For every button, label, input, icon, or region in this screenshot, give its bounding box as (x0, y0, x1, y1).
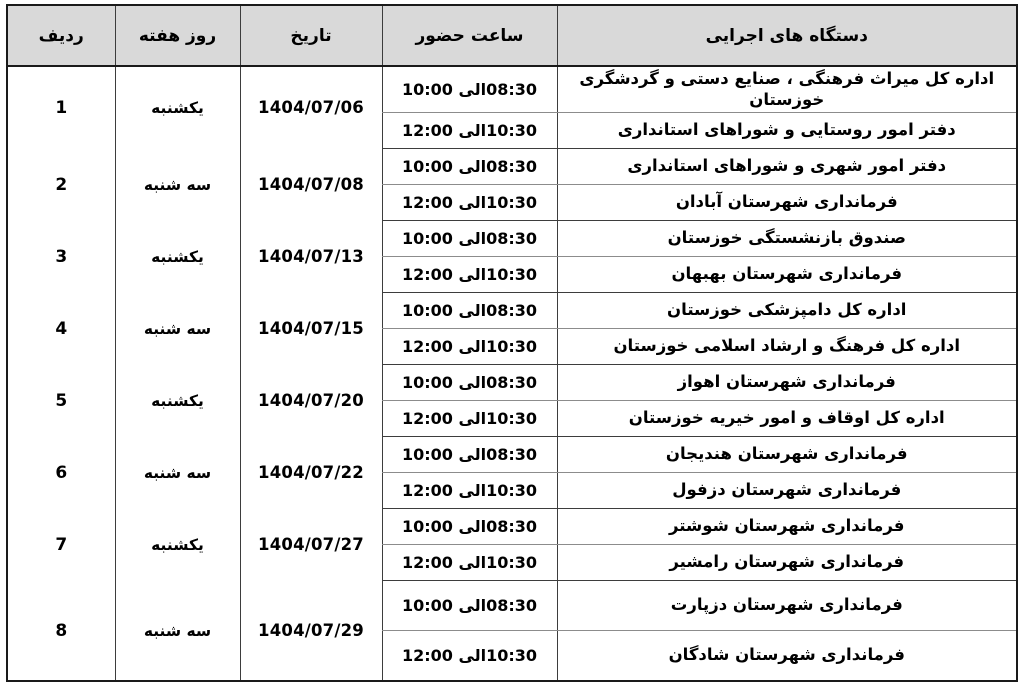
cell-weekday: سه شنبه (114, 148, 241, 221)
column-header-weekday: روز هفته (114, 4, 241, 67)
table-row: فرمانداری شهرستان دزپارت 08:30الی 10:00 14… (6, 580, 1018, 682)
cell-weekday: یکشنبه (114, 508, 241, 581)
cell-organization: دفتر امور شهری و شوراهای استانداری (556, 148, 1018, 186)
cell-time: 08:30الی 10:00 (381, 292, 558, 330)
cell-date: 1404/07/22 (239, 436, 383, 509)
cell-organization: اداره کل دامپزشکی خوزستان (556, 292, 1018, 330)
cell-organization: فرمانداری شهرستان هندیجان (556, 436, 1018, 474)
cell-organization: دفتر امور روستایی و شوراهای استانداری (556, 112, 1018, 150)
cell-organization: فرمانداری شهرستان بهبهان (556, 256, 1018, 294)
table-row: دفتر امور شهری و شوراهای استانداری 08:30ا… (6, 148, 1018, 221)
cell-weekday: سه شنبه (114, 580, 241, 682)
cell-time: 10:30الی 12:00 (381, 256, 558, 294)
cell-organization: اداره کل اوقاف و امور خیریه خوزستان (556, 400, 1018, 438)
table-row: فرمانداری شهرستان آبادان 10:30الی 12:00 (7, 184, 1018, 222)
table-row: فرمانداری شهرستان شوشتر 08:30الی 10:00 140… (6, 508, 1018, 581)
cell-row-number: 2 (6, 148, 116, 221)
table-row: اداره کل اوقاف و امور خیریه خوزستان 10:30… (7, 400, 1018, 438)
cell-organization: فرمانداری شهرستان دزپارت (556, 580, 1018, 632)
cell-weekday: سه شنبه (114, 436, 241, 509)
table-header: دستگاه های اجرایی ساعت حضور تاریخ روز هف… (6, 4, 1018, 67)
table-row: فرمانداری شهرستان رامشیر 10:30الی 12:00 (7, 544, 1018, 582)
cell-organization: فرمانداری شهرستان آبادان (556, 184, 1018, 222)
cell-row-number: 3 (6, 220, 116, 293)
table-row: اداره کل میراث فرهنگی ، صنایع دستی و گرد… (6, 66, 1018, 149)
cell-row-number: 4 (6, 292, 116, 365)
cell-row-number: 8 (6, 580, 116, 682)
cell-time: 08:30الی 10:00 (381, 66, 558, 114)
cell-time: 10:30الی 12:00 (381, 328, 558, 366)
table-body: اداره کل میراث فرهنگی ، صنایع دستی و گرد… (6, 66, 1018, 682)
cell-date: 1404/07/27 (239, 508, 383, 581)
cell-weekday: یکشنبه (114, 364, 241, 437)
table-row: اداره کل فرهنگ و ارشاد اسلامی خوزستان 10:… (7, 328, 1018, 366)
cell-time: 10:30الی 12:00 (381, 112, 558, 150)
table-row: فرمانداری شهرستان هندیجان 08:30الی 10:00 1… (6, 436, 1018, 509)
cell-time: 10:30الی 12:00 (381, 400, 558, 438)
cell-time: 08:30الی 10:00 (381, 580, 558, 632)
cell-date: 1404/07/29 (239, 580, 383, 682)
cell-row-number: 1 (6, 66, 116, 149)
column-header-organization: دستگاه های اجرایی (556, 4, 1018, 67)
cell-date: 1404/07/15 (239, 292, 383, 365)
cell-time: 08:30الی 10:00 (381, 364, 558, 402)
cell-organization: فرمانداری شهرستان دزفول (556, 472, 1018, 510)
table-row: فرمانداری شهرستان بهبهان 10:30الی 12:00 (7, 256, 1018, 294)
cell-organization: فرمانداری شهرستان رامشیر (556, 544, 1018, 582)
table-row: دفتر امور روستایی و شوراهای استانداری 10:… (7, 112, 1018, 150)
cell-organization: فرمانداری شهرستان اهواز (556, 364, 1018, 402)
cell-time: 10:30الی 12:00 (381, 630, 558, 682)
cell-row-number: 5 (6, 364, 116, 437)
cell-time: 08:30الی 10:00 (381, 508, 558, 546)
cell-time: 08:30الی 10:00 (381, 436, 558, 474)
table-row: اداره کل دامپزشکی خوزستان 08:30الی 10:00 1… (6, 292, 1018, 365)
column-header-time: ساعت حضور (381, 4, 558, 67)
cell-time: 10:30الی 12:00 (381, 472, 558, 510)
table-row: صندوق بازنشستگی خوزستان 08:30الی 10:00 140… (6, 220, 1018, 293)
cell-organization: اداره کل میراث فرهنگی ، صنایع دستی و گرد… (556, 66, 1018, 114)
column-header-date: تاریخ (239, 4, 383, 67)
page-container: دستگاه های اجرایی ساعت حضور تاریخ روز هف… (6, 4, 1018, 682)
cell-organization: فرمانداری شهرستان شوشتر (556, 508, 1018, 546)
cell-time: 08:30الی 10:00 (381, 220, 558, 258)
cell-weekday: سه شنبه (114, 292, 241, 365)
cell-time: 08:30الی 10:00 (381, 148, 558, 186)
cell-date: 1404/07/06 (239, 66, 383, 149)
cell-organization: فرمانداری شهرستان شادگان (556, 630, 1018, 682)
table-row: فرمانداری شهرستان دزفول 10:30الی 12:00 (7, 472, 1018, 510)
column-header-row-number: ردیف (6, 4, 116, 67)
cell-weekday: یکشنبه (114, 66, 241, 149)
cell-row-number: 7 (6, 508, 116, 581)
cell-date: 1404/07/13 (239, 220, 383, 293)
cell-time: 10:30الی 12:00 (381, 184, 558, 222)
cell-row-number: 6 (6, 436, 116, 509)
table-row: فرمانداری شهرستان اهواز 08:30الی 10:00 140… (6, 364, 1018, 437)
cell-weekday: یکشنبه (114, 220, 241, 293)
cell-organization: صندوق بازنشستگی خوزستان (556, 220, 1018, 258)
cell-organization: اداره کل فرهنگ و ارشاد اسلامی خوزستان (556, 328, 1018, 366)
cell-date: 1404/07/20 (239, 364, 383, 437)
schedule-table: دستگاه های اجرایی ساعت حضور تاریخ روز هف… (6, 4, 1018, 682)
cell-date: 1404/07/08 (239, 148, 383, 221)
header-row: دستگاه های اجرایی ساعت حضور تاریخ روز هف… (6, 4, 1018, 67)
cell-time: 10:30الی 12:00 (381, 544, 558, 582)
